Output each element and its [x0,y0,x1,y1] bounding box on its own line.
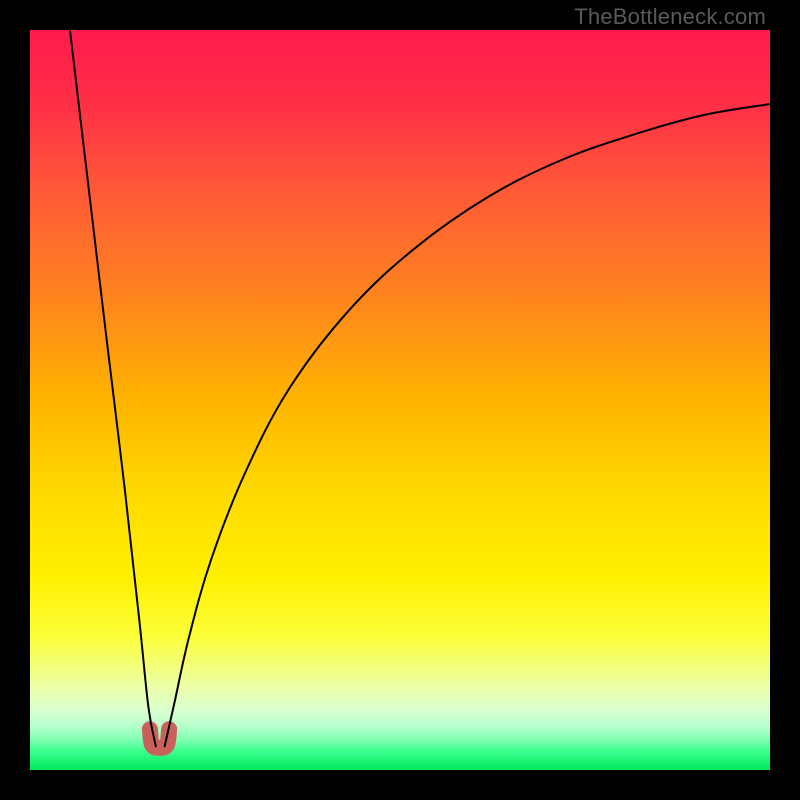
plot-area [30,30,770,770]
watermark-text: TheBottleneck.com [574,4,766,30]
gradient-background [30,30,770,770]
chart-svg [30,30,770,770]
chart-frame: TheBottleneck.com [0,0,800,800]
